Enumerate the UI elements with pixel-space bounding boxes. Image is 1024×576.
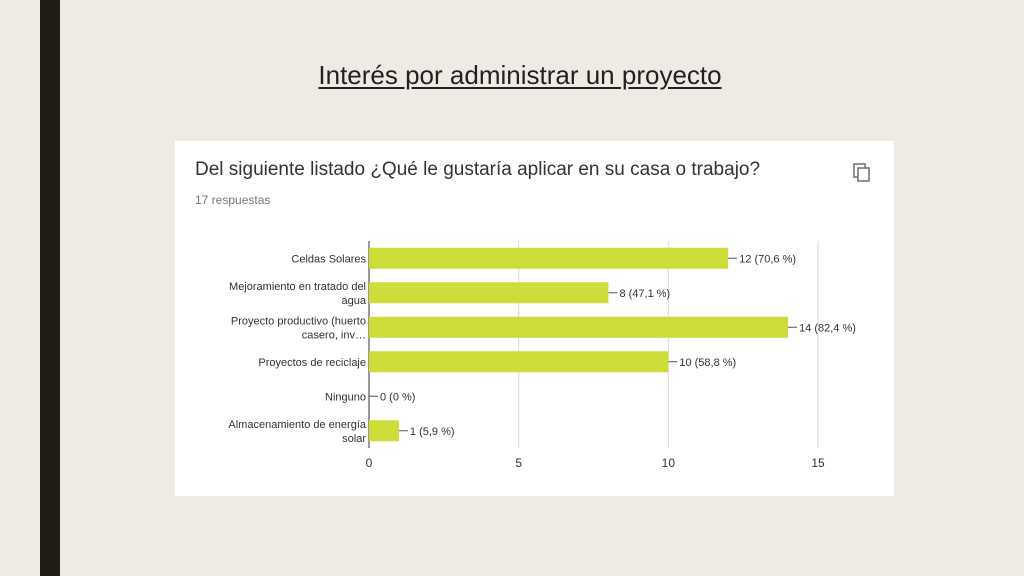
x-tick-label: 5 bbox=[515, 456, 522, 470]
x-tick-label: 15 bbox=[811, 456, 825, 470]
category-label: Almacenamiento de energía solar bbox=[228, 419, 366, 445]
x-tick-label: 10 bbox=[662, 456, 676, 470]
left-accent-bar bbox=[40, 0, 60, 576]
value-label: 0 (0 %) bbox=[380, 391, 415, 403]
bar bbox=[369, 282, 609, 304]
category-label: Proyectos de reciclaje bbox=[258, 357, 366, 369]
bar bbox=[369, 351, 669, 373]
slide-title: Interés por administrar un proyecto bbox=[318, 60, 722, 90]
bar bbox=[369, 316, 789, 338]
category-label: Proyecto productivo (huerto casero, inv… bbox=[231, 315, 366, 341]
value-label: 8 (47,1 %) bbox=[619, 288, 670, 300]
chart-card: Del siguiente listado ¿Qué le gustaría a… bbox=[175, 141, 894, 496]
value-label: 14 (82,4 %) bbox=[799, 322, 856, 334]
response-count: 17 respuestas bbox=[195, 193, 271, 207]
value-label: 1 (5,9 %) bbox=[410, 426, 455, 438]
bar bbox=[369, 247, 729, 269]
copy-icon[interactable] bbox=[853, 163, 871, 183]
value-label: 10 (58,8 %) bbox=[679, 357, 736, 369]
bar-chart: 0 5 10 15 12 (70,6 %) Celdas Solares 8 (47,1 %… bbox=[228, 241, 856, 470]
question-title: Del siguiente listado ¿Qué le gustaría a… bbox=[195, 159, 761, 180]
category-label: Mejoramiento en tratado del agua bbox=[229, 281, 367, 307]
x-tick-label: 0 bbox=[366, 456, 373, 470]
bar bbox=[369, 420, 399, 442]
value-label: 12 (70,6 %) bbox=[739, 253, 796, 265]
category-label: Ninguno bbox=[325, 391, 366, 403]
category-label: Celdas Solares bbox=[291, 253, 366, 265]
